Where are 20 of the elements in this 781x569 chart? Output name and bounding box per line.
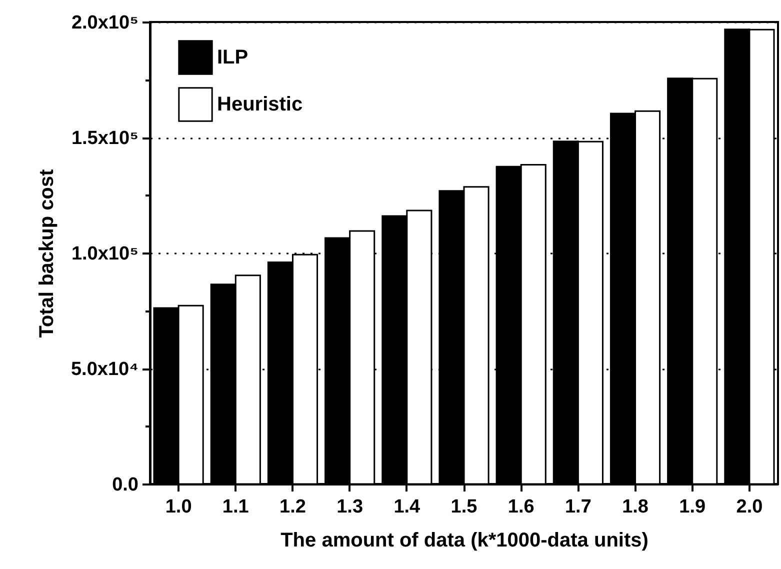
x-tick-label: 1.4	[394, 496, 421, 518]
x-tick-label: 1.8	[622, 496, 648, 518]
x-axis-title: The amount of data (k*1000-data units)	[280, 530, 648, 552]
y-tick-label: 5.0x10⁴	[70, 359, 138, 380]
x-tick-label: 1.2	[280, 496, 306, 518]
x-tick-label: 1.5	[450, 496, 478, 518]
y-tick-label: 1.5x10⁵	[71, 128, 138, 149]
x-tick-label: 1.7	[564, 496, 592, 518]
x-tick-label: 2.0	[736, 496, 763, 518]
x-tick-label: 1.0	[165, 496, 192, 518]
y-tick-label: 2.0x10⁵	[71, 12, 138, 34]
x-tick-label: 1.6	[508, 496, 534, 518]
legend-label: Heuristic	[217, 94, 303, 116]
y-tick-label: 1.0x10⁵	[71, 244, 138, 264]
x-tick-label: 1.9	[679, 496, 706, 518]
y-axis-title: Total backup cost	[36, 168, 58, 338]
legend-label: ILP	[217, 46, 248, 68]
y-tick-label: 0.0	[112, 474, 138, 496]
x-tick-label: 1.3	[336, 496, 364, 518]
x-tick-label: 1.1	[222, 496, 250, 518]
